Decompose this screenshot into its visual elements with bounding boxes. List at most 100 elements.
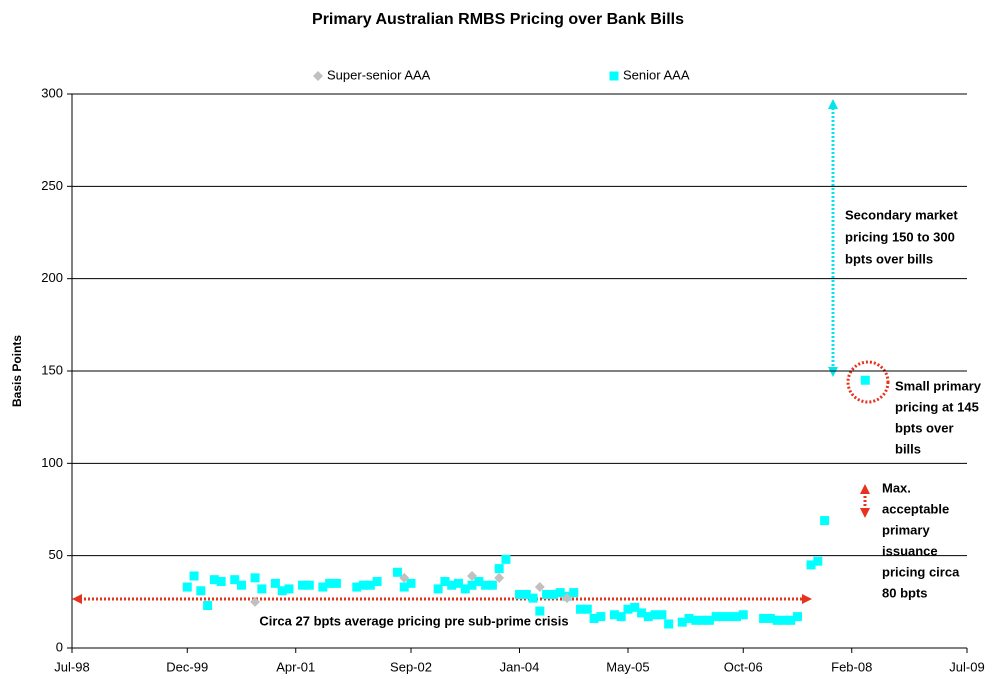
point — [440, 577, 450, 587]
point — [806, 560, 816, 570]
x-tick-label: May-05 — [606, 659, 649, 674]
point — [698, 615, 708, 625]
annotation: Small primary — [895, 378, 982, 393]
annotation: acceptable — [882, 501, 949, 516]
point — [596, 612, 606, 622]
point — [196, 586, 206, 596]
point — [277, 586, 287, 596]
y-tick-label: 0 — [56, 639, 63, 654]
point — [494, 572, 505, 583]
point — [433, 584, 443, 594]
point — [534, 582, 545, 593]
point — [616, 612, 626, 622]
point — [447, 580, 457, 590]
annotation: Secondary market — [845, 207, 958, 222]
point — [609, 610, 619, 620]
annotation: pricing at 145 — [895, 399, 979, 414]
legend-label: Super-senior AAA — [327, 67, 431, 82]
point — [650, 610, 660, 620]
point — [684, 613, 694, 623]
point — [298, 580, 308, 590]
point — [555, 588, 565, 598]
y-axis-label: Basis Points — [10, 335, 24, 407]
point — [325, 578, 335, 588]
point — [521, 589, 531, 599]
point — [216, 577, 226, 587]
annotation-arrows — [72, 99, 890, 604]
point — [392, 567, 402, 577]
point — [813, 556, 823, 566]
annotation: bills — [895, 441, 921, 456]
point — [257, 584, 267, 594]
point — [203, 601, 213, 611]
annotation: 80 bpts — [882, 585, 928, 600]
x-tick-label: Sep-02 — [390, 659, 432, 674]
point — [772, 615, 782, 625]
y-tick-label: 300 — [41, 85, 63, 100]
point — [230, 575, 240, 585]
point — [759, 613, 769, 623]
point — [765, 613, 775, 623]
x-tick-label: Jul-98 — [54, 659, 89, 674]
y-tick-label: 100 — [41, 455, 63, 470]
x-tick-label: Apr-01 — [276, 659, 315, 674]
arrow-head — [802, 594, 812, 604]
point — [582, 604, 592, 614]
point — [542, 589, 552, 599]
point — [399, 572, 410, 583]
point — [677, 617, 687, 627]
point — [664, 619, 674, 629]
annotation: issuance — [882, 543, 938, 558]
point — [250, 596, 261, 607]
point — [501, 554, 511, 564]
y-tick-label: 150 — [41, 362, 63, 377]
point — [643, 612, 653, 622]
point — [630, 602, 640, 612]
point — [657, 610, 667, 620]
point — [304, 580, 314, 590]
annotation: pricing 150 to 300 — [845, 229, 955, 244]
point — [318, 582, 328, 592]
point — [561, 593, 572, 604]
point — [182, 582, 192, 592]
point — [359, 580, 369, 590]
point — [399, 582, 409, 592]
point — [691, 615, 701, 625]
annotation: pricing circa — [882, 564, 960, 579]
annotation: primary — [882, 522, 930, 537]
annotation: bpts over bills — [845, 251, 933, 266]
point — [860, 375, 870, 385]
point — [704, 615, 714, 625]
point — [515, 589, 524, 599]
annotation: Circa 27 bpts average pricing pre sub-pr… — [259, 613, 568, 628]
point — [453, 578, 463, 588]
annotation: bpts over — [895, 420, 954, 435]
x-tick-label: Jan-04 — [500, 659, 540, 674]
point — [237, 580, 247, 590]
point — [738, 610, 748, 620]
point — [589, 613, 599, 623]
point — [786, 615, 796, 625]
point — [331, 578, 341, 588]
point — [487, 580, 497, 590]
point — [372, 577, 382, 587]
y-tick-label: 200 — [41, 270, 63, 285]
point — [792, 612, 802, 622]
point — [467, 580, 477, 590]
point — [406, 578, 416, 588]
point — [284, 584, 294, 594]
point — [313, 71, 323, 81]
point — [352, 582, 362, 592]
point — [189, 571, 199, 581]
point — [481, 580, 491, 590]
point — [779, 615, 789, 625]
point — [365, 580, 375, 590]
point — [460, 584, 470, 594]
point — [250, 573, 260, 583]
arrow-head — [860, 508, 870, 518]
point — [467, 570, 478, 581]
point — [535, 606, 545, 616]
chart-title: Primary Australian RMBS Pricing over Ban… — [312, 11, 684, 28]
highlight-circle — [846, 360, 890, 404]
